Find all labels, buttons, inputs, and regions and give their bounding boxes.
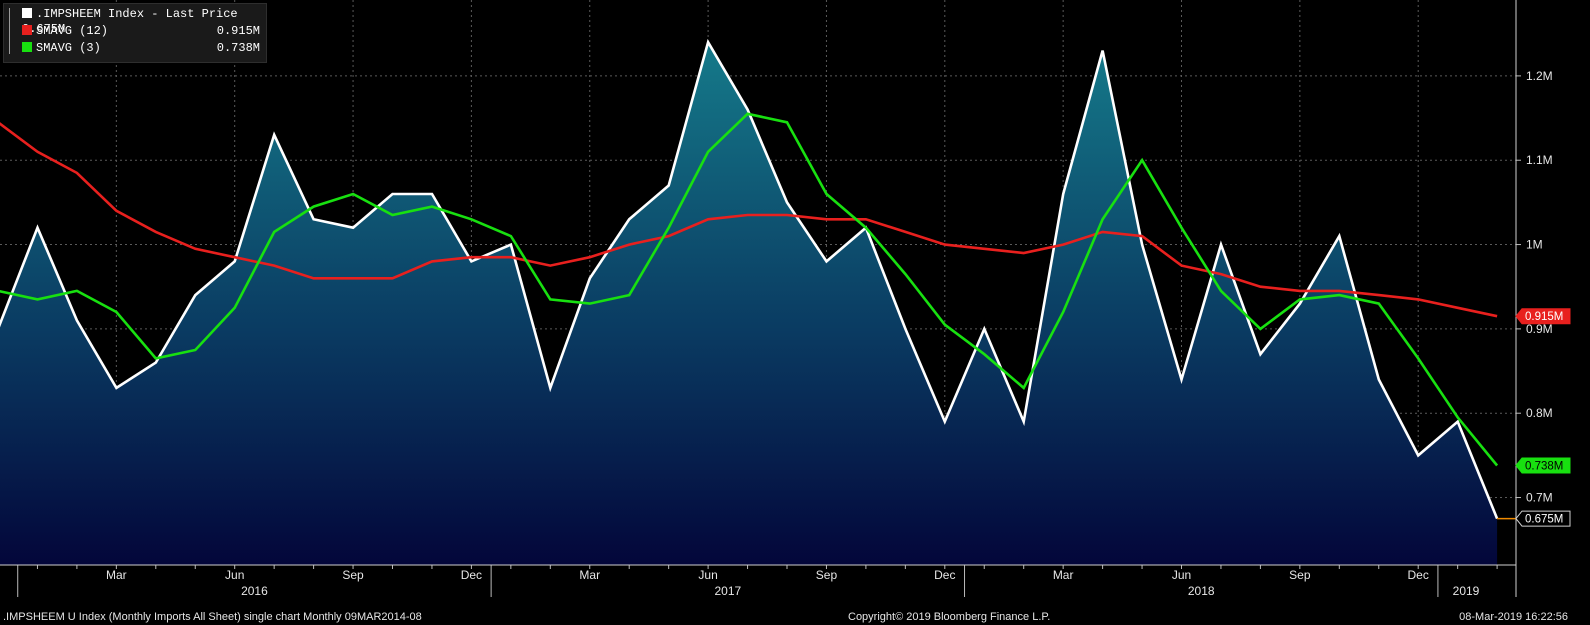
legend-swatch-smavg3	[22, 42, 32, 52]
last-value-tag-2: 0.738M	[1515, 457, 1571, 474]
last-value-tag-1: 0.915M	[1515, 308, 1571, 325]
last-value-tag-text: 0.675M	[1525, 514, 1563, 526]
x-tick-label: Mar	[106, 568, 127, 582]
x-tick-label: Mar	[1053, 568, 1074, 582]
price-area-fill	[0, 42, 1498, 565]
x-tick-label: Jun	[225, 568, 244, 582]
x-year-label: 2019	[1453, 584, 1480, 598]
legend-label-smavg3: SMAVG (3)	[36, 41, 101, 55]
legend-swatch-price	[22, 8, 32, 18]
x-tick-label: Jun	[698, 568, 717, 582]
y-tick-label: 1.1M	[1526, 153, 1553, 167]
x-tick-label: Sep	[1289, 568, 1311, 582]
legend-value-price: 0.675M	[22, 22, 66, 36]
x-tick-label: Sep	[342, 568, 364, 582]
last-value-tag-box	[1515, 308, 1571, 325]
y-tick-label: 1.2M	[1526, 69, 1553, 83]
x-tick-label: Dec	[461, 568, 482, 582]
y-tick-label: 0.7M	[1526, 491, 1553, 505]
legend-value-smavg3: 0.738M	[216, 41, 260, 55]
x-tick-label: Dec	[934, 568, 955, 582]
last-value-labels: 0.675M 0.915M 0.738M	[1515, 308, 1571, 527]
x-tick-label: Dec	[1408, 568, 1429, 582]
last-value-tag-0: 0.675M	[1515, 510, 1571, 527]
x-year-label: 2016	[241, 584, 268, 598]
x-tick-label: Jun	[1172, 568, 1191, 582]
x-tick-label: Sep	[816, 568, 838, 582]
price-area	[0, 42, 1498, 565]
legend-label-price: .IMPSHEEM Index - Last Price	[36, 7, 238, 21]
last-value-tag-text: 0.915M	[1525, 311, 1563, 323]
last-value-tag-box	[1515, 457, 1571, 474]
legend-swatch-smavg12	[22, 25, 32, 35]
x-tick-label: Mar	[579, 568, 600, 582]
last-value-tag-box	[1515, 510, 1571, 527]
footer-description: .IMPSHEEM U Index (Monthly Imports All S…	[3, 611, 422, 623]
y-tick-label: 0.9M	[1526, 322, 1553, 336]
legend-item-price: .IMPSHEEM Index - Last Price 0.675M	[22, 7, 262, 36]
legend-item-smavg12: SMAVG (12) 0.915M	[22, 24, 262, 39]
y-tick-label: 1M	[1526, 238, 1543, 252]
series-line-2	[0, 112, 1499, 467]
last-value-tag-text: 0.738M	[1525, 460, 1563, 472]
legend-tree-line	[9, 8, 18, 54]
axes: 0.7M 0.8M 0.9M 1M 1.1M 1.2M Mar Jun Sep Dec Mar Jun…	[0, 0, 1553, 598]
series-line-1	[0, 122, 1498, 318]
footer-timestamp: 08-Mar-2019 16:22:56	[1459, 611, 1568, 623]
legend-value-smavg12: 0.915M	[216, 24, 260, 38]
legend-label-smavg12: SMAVG (12)	[36, 24, 109, 38]
legend: .IMPSHEEM Index - Last Price 0.675M SMAV…	[3, 3, 267, 63]
y-tick-label: 0.8M	[1526, 406, 1553, 420]
x-year-label: 2018	[1188, 584, 1215, 598]
footer-copyright: Copyright© 2019 Bloomberg Finance L.P.	[848, 611, 1051, 623]
x-year-label: 2017	[714, 584, 741, 598]
series-lines	[0, 38, 1516, 520]
legend-item-smavg3: SMAVG (3) 0.738M	[22, 41, 262, 56]
